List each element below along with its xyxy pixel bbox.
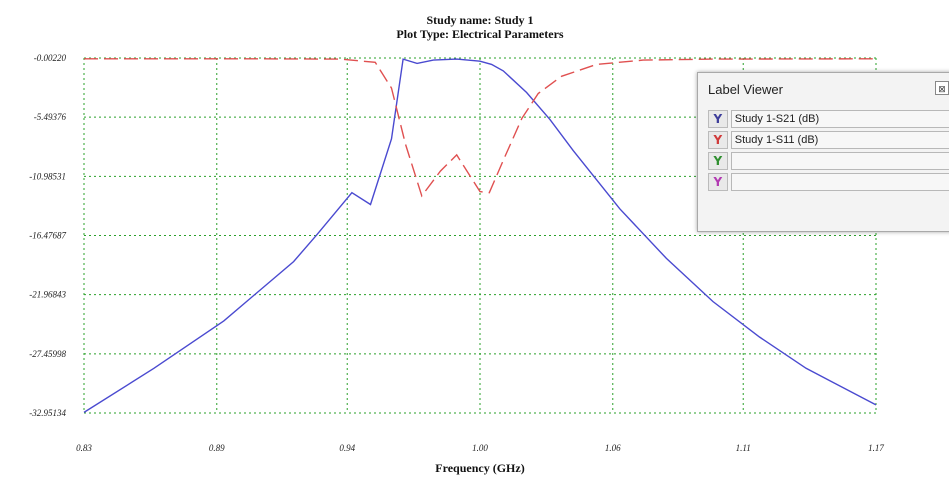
label-field-1[interactable]: Study 1-S21 (dB) — [730, 109, 949, 128]
x-tick-label: 1.11 — [736, 443, 751, 453]
label-row-3: Y — [708, 150, 949, 171]
chart-title: Study name: Study 1 — [426, 13, 533, 27]
label-row-2: Y Study 1-S11 (dB) — [708, 129, 949, 150]
x-tick-label: 0.83 — [76, 443, 92, 453]
series-layer — [83, 58, 877, 413]
y1-icon[interactable]: Y — [708, 109, 728, 128]
x-tick-label: 1.17 — [868, 443, 884, 453]
y4-icon[interactable]: Y — [708, 172, 728, 191]
y-tick-label: -16.47687 — [29, 231, 66, 241]
chart-subtitle: Plot Type: Electrical Parameters — [396, 27, 563, 41]
x-axis-ticks: 0.83 0.89 0.94 1.00 1.06 1.11 1.17 — [76, 443, 884, 453]
x-tick-label: 1.06 — [605, 443, 621, 453]
y3-icon[interactable]: Y — [708, 151, 728, 170]
y-tick-label: -5.49376 — [34, 112, 67, 122]
y-axis-ticks: -0.00220 -5.49376 -10.98531 -16.47687 -21.96… — [29, 53, 66, 418]
label-row-4: Y — [708, 171, 949, 192]
label-field-3[interactable] — [730, 151, 949, 170]
x-tick-label: 0.94 — [339, 443, 355, 453]
label-field-2[interactable]: Study 1-S11 (dB) — [730, 130, 949, 149]
label-row-1: Y Study 1-S21 (dB) — [708, 108, 949, 129]
label-viewer-panel[interactable]: Label Viewer ⊠ Y Study 1-S21 (dB) Y Stud… — [697, 72, 949, 232]
series-line-1 — [83, 58, 877, 413]
y-tick-label: -0.00220 — [34, 53, 67, 63]
y-tick-label: -10.98531 — [29, 171, 66, 181]
y-tick-label: -32.95134 — [29, 408, 66, 418]
label-viewer-rows: Y Study 1-S21 (dB) Y Study 1-S11 (dB) Y … — [698, 105, 949, 192]
y2-icon[interactable]: Y — [708, 130, 728, 149]
series-line-2 — [84, 58, 877, 198]
x-tick-label: 0.89 — [209, 443, 225, 453]
close-icon[interactable]: ⊠ — [935, 81, 949, 95]
x-tick-label: 1.00 — [472, 443, 488, 453]
label-viewer-title: Label Viewer — [708, 81, 783, 97]
label-field-4[interactable] — [730, 172, 949, 191]
y-tick-label: -27.45998 — [29, 349, 66, 359]
y-tick-label: -21.96843 — [29, 290, 66, 300]
label-viewer-header[interactable]: Label Viewer ⊠ — [698, 73, 949, 105]
x-axis-label: Frequency (GHz) — [435, 461, 524, 475]
